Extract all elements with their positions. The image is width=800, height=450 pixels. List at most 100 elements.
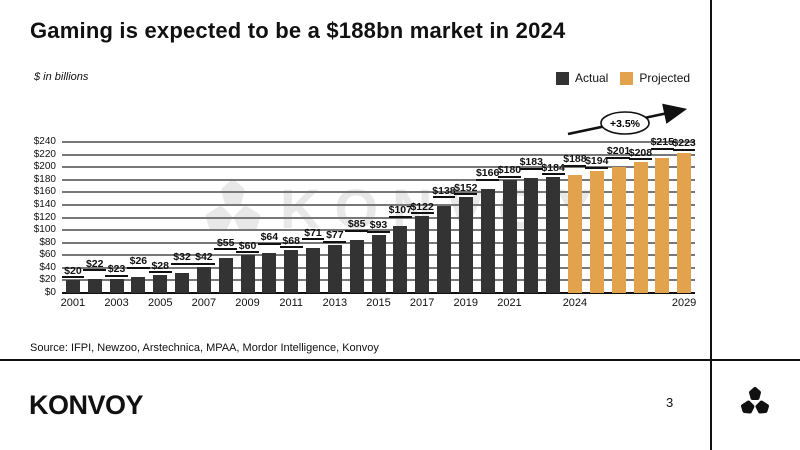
x-tick-label: 2017 — [409, 297, 435, 309]
bar-value-label: $201 — [606, 145, 631, 158]
bar-cap-line — [563, 164, 587, 167]
bar-cap-line — [148, 271, 172, 274]
bar-cap-line — [126, 266, 150, 269]
bar-cap-line — [672, 148, 696, 151]
y-grid-line — [62, 178, 695, 181]
bar-cap-line — [367, 230, 390, 233]
x-tick-label: 2015 — [366, 297, 391, 309]
y-tick-label: $160 — [33, 186, 56, 198]
chart-legend: Actual Projected — [556, 71, 690, 85]
y-tick-label: $60 — [39, 249, 56, 261]
legend-projected-label: Projected — [639, 71, 691, 85]
bar-actual — [349, 239, 364, 293]
bar-cap-line — [650, 147, 674, 150]
bar-chart-plot-area: $20 $22 $23 $26 $28 $32 $42 $55 $60 $64 $68 $71 $77 $… — [61, 137, 696, 294]
bar-actual — [371, 234, 386, 293]
x-tick-label: 2021 — [497, 297, 522, 309]
bar-actual — [458, 197, 473, 293]
bar-value-label: $152 — [454, 181, 478, 194]
bar-actual — [546, 177, 561, 293]
bar-cap-line — [61, 276, 85, 279]
bar-cap-line — [105, 274, 128, 277]
y-grid-line — [62, 203, 695, 206]
bar-actual — [153, 275, 168, 293]
y-tick-label: $240 — [33, 136, 56, 147]
bar-actual — [240, 255, 255, 293]
bar-value-label: $32 — [173, 251, 191, 264]
bar-value-label: $188 — [563, 153, 587, 166]
y-tick-label: $80 — [39, 236, 56, 248]
bar-value-label: $184 — [541, 161, 565, 174]
bar-value-label: $23 — [107, 263, 126, 276]
x-tick-label: 2024 — [562, 297, 588, 309]
y-grid-line — [62, 229, 695, 232]
bar-cap-line — [388, 215, 412, 218]
bar-cap-line — [236, 251, 259, 254]
bar-cap-line — [301, 238, 325, 241]
bar-value-label: $138 — [432, 184, 456, 197]
bar-value-label: $22 — [85, 257, 104, 270]
bar-actual — [327, 244, 342, 293]
y-tick-label: $100 — [33, 224, 56, 236]
watermark: KONVOY — [200, 178, 607, 240]
bar-value-label: $68 — [282, 234, 300, 247]
bar-value-label: $60 — [238, 239, 257, 252]
y-grid-line — [62, 292, 695, 294]
bar-actual — [175, 272, 190, 293]
bar-value-label: $93 — [369, 219, 388, 231]
bar-projected — [633, 162, 648, 293]
x-tick-label: 2011 — [279, 297, 304, 309]
bar-actual — [284, 250, 299, 293]
y-tick-label: $40 — [39, 261, 56, 273]
bar-value-label: $28 — [151, 259, 169, 272]
bar-projected — [677, 152, 692, 293]
bar-projected — [568, 174, 583, 293]
bar-cap-line — [519, 167, 543, 170]
bar-actual — [109, 278, 124, 293]
y-grid-line — [62, 191, 695, 194]
growth-arrow: +3.5% — [567, 103, 688, 136]
legend-actual-label: Actual — [575, 71, 609, 85]
legend-item-actual: Actual — [556, 71, 608, 85]
bar-actual — [437, 206, 452, 293]
growth-annotation: +3.5% — [558, 97, 700, 148]
x-tick-label: 2003 — [104, 297, 129, 309]
bar-actual — [262, 252, 277, 293]
y-tick-label: $200 — [33, 161, 56, 173]
bar-actual — [415, 216, 430, 293]
x-tick-label: 2005 — [147, 297, 173, 309]
x-tick-label: 2007 — [191, 297, 217, 309]
bar-cap-line — [83, 269, 107, 272]
actual-swatch — [556, 71, 569, 85]
bar-cap-line — [607, 156, 630, 159]
bar-actual — [306, 248, 321, 293]
y-tick-label: $120 — [33, 211, 56, 223]
bar-value-label: $208 — [628, 146, 653, 159]
bar-value-label: $194 — [585, 155, 609, 168]
bar-actual — [218, 258, 233, 293]
page-title: Gaming is expected to be a $188bn market… — [30, 18, 566, 43]
bar-cap-line — [476, 178, 500, 181]
bar-value-label: $180 — [497, 164, 522, 177]
konvoy-wordmark: KONVOY — [29, 390, 144, 420]
bar-actual — [480, 188, 495, 293]
bar-cap-line — [323, 240, 347, 243]
konvoy-logo-icon — [738, 386, 772, 423]
x-tick-label: 2001 — [60, 297, 86, 309]
bar-cap-line — [345, 229, 369, 232]
konvoy-logo-mark-watermark — [205, 179, 261, 232]
x-tick-label: 2019 — [453, 297, 479, 309]
chart-units-label: $ in billions — [34, 71, 89, 83]
bar-value-label: $71 — [304, 226, 322, 239]
bar-cap-line — [410, 212, 434, 215]
bar-value-label: $223 — [672, 137, 696, 150]
y-axis: $0 $20 $40 $60 $80 $100 $120 $140 $160 $180 $200 $2… — [0, 136, 56, 298]
y-tick-label: $0 — [44, 287, 56, 298]
bar-value-label: $55 — [216, 236, 235, 249]
y-grid-line — [62, 166, 695, 169]
bar-actual — [87, 279, 102, 293]
bar-cap-line — [541, 173, 565, 176]
bar-value-label: $26 — [129, 255, 148, 268]
y-tick-label: $220 — [33, 148, 56, 160]
